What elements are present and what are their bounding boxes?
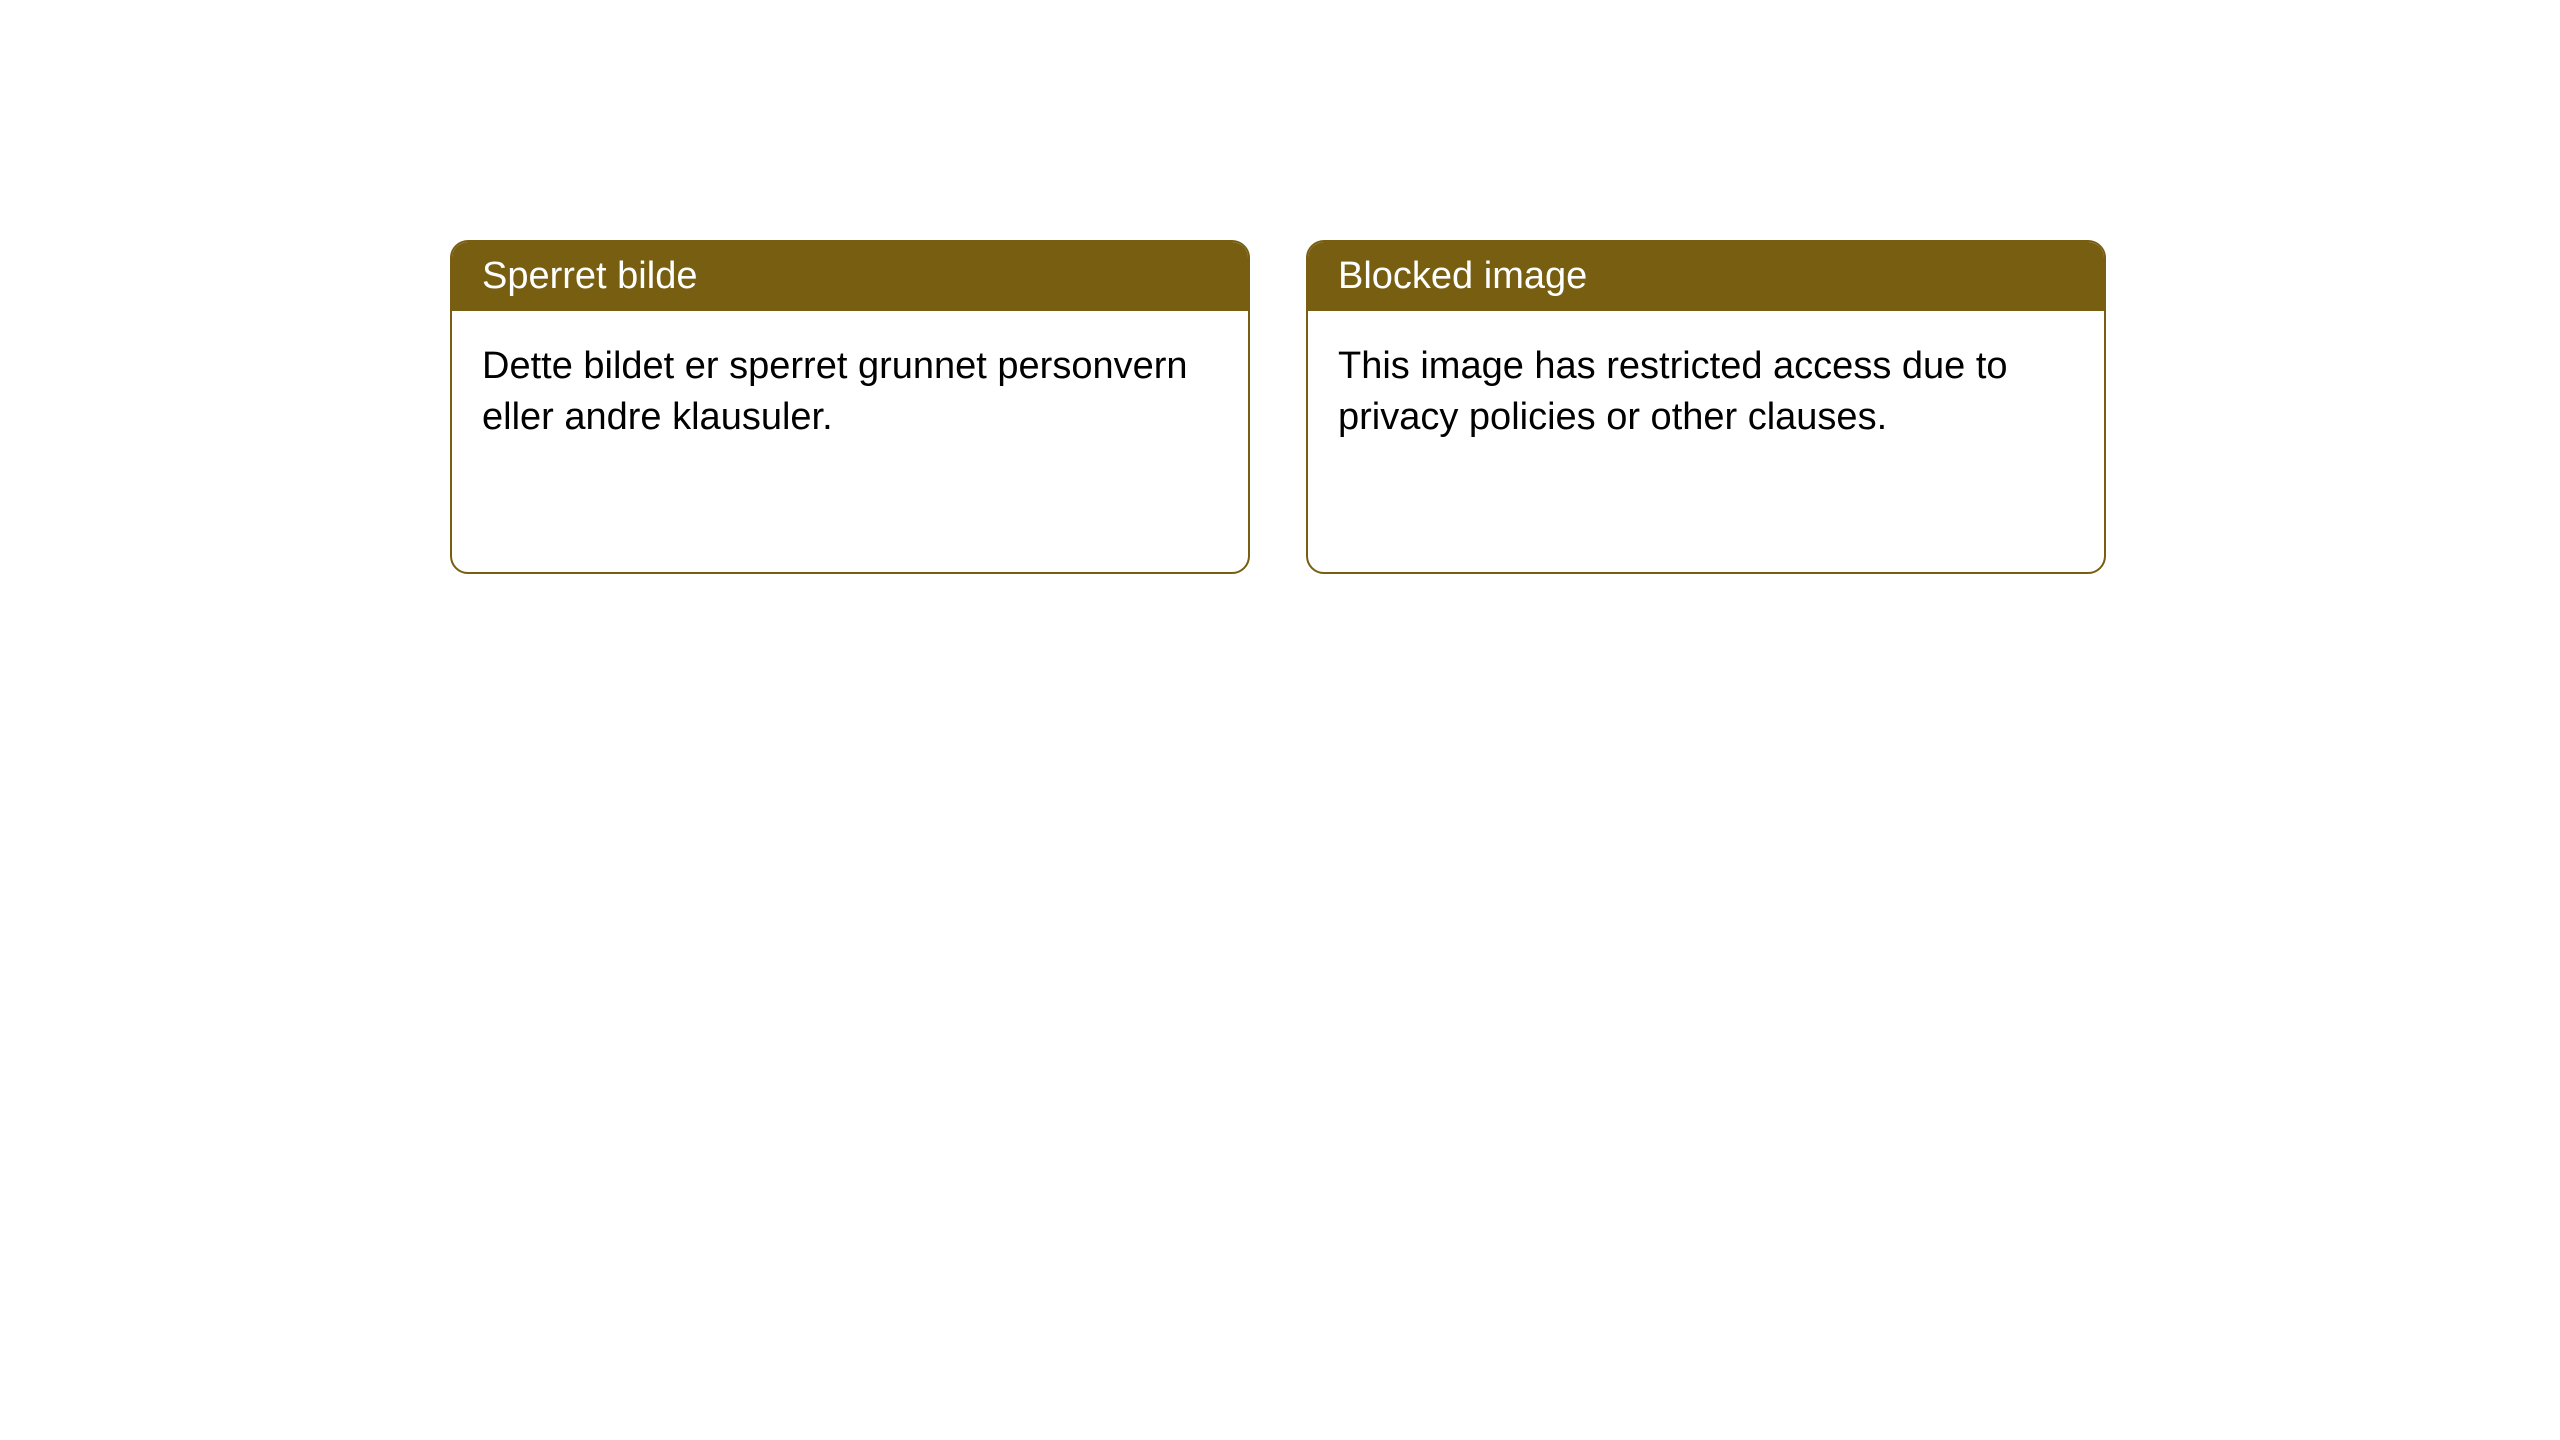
notice-container: Sperret bilde Dette bildet er sperret gr… <box>0 0 2560 574</box>
card-body-text: This image has restricted access due to … <box>1308 311 2104 474</box>
notice-card-norwegian: Sperret bilde Dette bildet er sperret gr… <box>450 240 1250 574</box>
card-body-text: Dette bildet er sperret grunnet personve… <box>452 311 1248 474</box>
card-title: Blocked image <box>1308 242 2104 311</box>
card-title: Sperret bilde <box>452 242 1248 311</box>
notice-card-english: Blocked image This image has restricted … <box>1306 240 2106 574</box>
